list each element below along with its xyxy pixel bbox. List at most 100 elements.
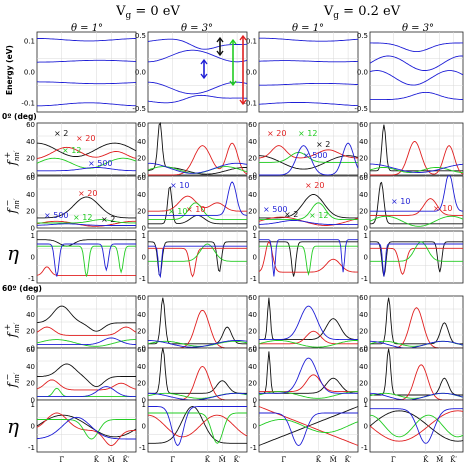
series-line	[369, 215, 464, 227]
scale-annotation: × 12	[62, 146, 81, 155]
y-tick-label: 20	[26, 380, 35, 388]
series-line	[370, 175, 464, 212]
series-line	[37, 219, 137, 224]
y-tick-label: 60	[359, 346, 368, 354]
x-tick-label: Γ̄	[59, 456, 64, 464]
series-line	[37, 239, 136, 247]
scale-annotation: × 2	[54, 129, 68, 138]
scale-annotation: × 12	[298, 129, 317, 138]
panel-fm0-col3: 60 40 20 0	[248, 174, 359, 233]
x-tick-label: M̄	[108, 455, 115, 464]
y-tick-label: 0	[31, 254, 35, 262]
theta-header-col1: θ = 1°	[71, 23, 103, 34]
series-line	[259, 37, 358, 42]
series-line	[259, 305, 358, 341]
y-tick-label: 0	[31, 423, 35, 431]
fplus-label-60deg: fnn′+	[3, 322, 21, 338]
scale-annotation: × 2	[101, 215, 115, 224]
series-line	[370, 91, 463, 101]
series-line	[259, 330, 358, 345]
scale-annotation: × 12	[309, 211, 328, 220]
arrow-head	[229, 80, 237, 87]
series-line	[258, 419, 359, 433]
y-tick-label: -0.5	[132, 105, 146, 113]
y-tick-label: 40	[26, 311, 35, 319]
series-line	[37, 81, 137, 85]
y-tick-label: 0	[31, 345, 35, 353]
panel-fm0-col2: 60 40 20 0	[137, 174, 248, 233]
y-tick-label: 0.0	[24, 69, 35, 77]
panel-frame	[258, 31, 359, 113]
series-line	[370, 297, 463, 345]
x-tick-label: K̄	[316, 455, 322, 464]
series-line	[259, 142, 359, 176]
y-tick-label: 0	[253, 225, 257, 233]
y-tick-label: 0.0	[135, 69, 146, 77]
y-tick-label: 0.5	[135, 32, 146, 40]
y-tick-label: -0.1	[243, 99, 257, 107]
y-tick-label: -1	[361, 275, 368, 283]
series-line	[370, 42, 463, 53]
series-line	[147, 340, 248, 347]
scale-annotation: × 10	[433, 204, 452, 213]
scale-annotation: × 10	[186, 205, 205, 214]
series-line	[259, 239, 358, 277]
y-tick-label: 0	[142, 254, 146, 262]
series-line	[259, 220, 358, 226]
arrow-head	[216, 36, 224, 43]
scale-annotation: × 20	[267, 129, 286, 138]
scale-annotation: × 500	[88, 159, 113, 168]
series-line	[258, 145, 359, 159]
series-line	[370, 198, 463, 216]
series-line	[147, 38, 247, 50]
y-tick-label: 0	[142, 225, 146, 233]
series-line	[259, 357, 358, 394]
eta-label-0deg: η	[7, 241, 19, 265]
y-tick-label: 40	[359, 363, 368, 371]
series-line	[369, 414, 464, 438]
y-tick-label: 20	[137, 208, 146, 216]
series-line	[370, 243, 463, 277]
x-tick-label: K̄	[94, 455, 100, 464]
y-tick-label: 0	[142, 345, 146, 353]
panel-fp0-col3: 60 40 20 0	[248, 121, 359, 180]
y-tick-label: 0	[142, 423, 146, 431]
panel-eta0-col3: 1 0 -1	[250, 230, 359, 284]
y-tick-label: 0	[31, 397, 35, 405]
panel-eta0-col4: 1 0 -1	[361, 230, 464, 284]
row-labels: Energy (eV) 0º (deg) 60º (deg) fnn′+ fnn…	[2, 45, 42, 438]
y-tick-label: 60	[137, 174, 146, 182]
panel-eta0-col2: 1 0 -1	[139, 230, 248, 284]
series-line	[36, 305, 136, 332]
series-line	[258, 102, 359, 107]
series-line	[148, 412, 247, 444]
y-tick-label: 60	[248, 294, 257, 302]
y-tick-label: 20	[248, 380, 257, 388]
scale-annotation: × 500	[263, 205, 288, 214]
series-line	[259, 194, 358, 219]
arrow-head	[239, 34, 247, 41]
series-line	[147, 94, 248, 104]
y-tick-label: 40	[248, 363, 257, 371]
series-line	[259, 155, 359, 170]
y-tick-label: -1	[139, 275, 146, 283]
series-line	[36, 412, 136, 446]
section-label-0deg: 0º (deg)	[2, 112, 37, 121]
x-tick-label: Γ̄	[391, 456, 396, 464]
series-line	[258, 216, 359, 226]
series-line	[370, 247, 463, 276]
y-tick-label: 0	[253, 254, 257, 262]
y-tick-label: 0.1	[246, 38, 257, 46]
y-tick-label: 0.0	[357, 69, 368, 77]
y-tick-label: 20	[26, 208, 35, 216]
y-tick-label: 0.0	[246, 69, 257, 77]
series-line	[37, 386, 136, 398]
y-tick-label: 1	[253, 401, 257, 409]
panel-fp0-col2: 60 40 20 0	[137, 121, 248, 180]
series-line	[36, 142, 137, 157]
y-tick-label: 40	[359, 138, 368, 146]
series-line	[370, 181, 463, 225]
arrow-head	[239, 99, 247, 106]
x-tick-label: Γ̄	[170, 456, 175, 464]
